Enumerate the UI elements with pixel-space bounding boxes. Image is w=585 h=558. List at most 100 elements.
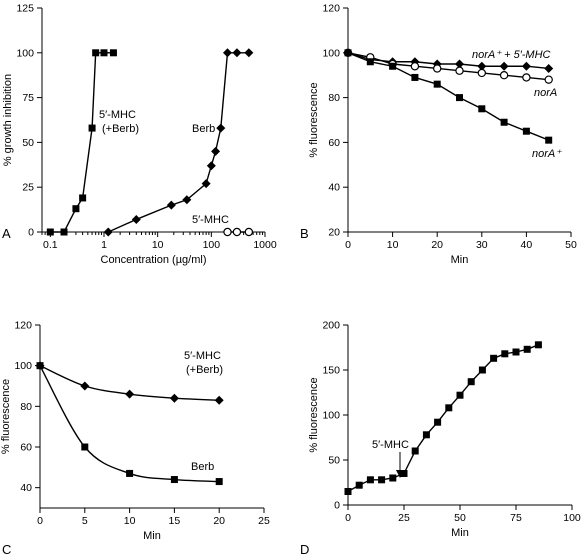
series-square [46,49,117,236]
y-tick-label: 100 [322,47,340,59]
x-tick-label: 100 [563,512,581,524]
x-tick-label: 30 [476,239,488,251]
series-square [344,49,553,144]
square-marker [36,362,44,370]
series-line [347,52,549,141]
y-tick-label: 20 [328,227,340,239]
square-marker [400,470,408,477]
x-axis-title: Concentration (µg/ml) [101,254,207,266]
square-marker [411,447,419,455]
diamond-marker [169,393,179,403]
x-tick-label: 100 [203,239,221,251]
x-tick-label: 1000 [253,239,277,251]
y-tick-label: 120 [322,3,340,15]
y-axis-title: % fluorescence [0,379,12,454]
legend-label-nora: norA [534,87,557,99]
square-marker [215,478,223,486]
open-circle-marker [244,227,254,237]
panel-letter-d: D [300,542,309,557]
y-tick-label: 120 [14,320,32,332]
square-marker [100,49,108,57]
y-tick-label: 75 [22,92,34,104]
y-tick-label: 0 [28,227,34,239]
square-marker [72,205,80,213]
panel-d: D 5′-MHC 0 25 50 75 100 0 50 100 150 200 Min % fluo… [300,320,581,558]
x-tick-label: 20 [431,239,443,251]
x-tick-label: 20 [213,515,225,527]
open-circle-marker [223,227,232,237]
y-tick-label: 25 [22,182,34,194]
x-tick-label: 0 [345,239,351,251]
square-marker [490,354,498,362]
legend-label-nora-plus: norA⁺ [532,148,562,160]
diamond-marker [206,161,216,171]
y-tick-label: 200 [322,320,340,332]
x-tick-label: 25 [398,512,410,524]
square-marker [478,366,486,374]
square-marker [512,348,520,356]
open-circle-marker [477,68,486,78]
annotation-5mhc-berb-line1: 5′-MHC [184,350,221,362]
panel-c: C 5′-MHC (+Berb) Berb 0 5 10 15 20 25 40 60 80 10… [0,320,270,558]
y-axis-title: % fluorescence [308,377,320,452]
y-tick-label: 80 [328,92,340,104]
diamond-marker [214,395,224,405]
square-marker [170,476,178,484]
x-tick-label: 40 [521,239,533,251]
diamond-marker [499,61,509,71]
y-tick-label: 50 [22,137,34,149]
square-marker [92,49,100,57]
diamond-marker [521,61,531,71]
open-circle-marker [499,70,509,80]
open-circle-marker [544,75,553,84]
diamond-marker [182,195,192,205]
annotation-5mhc-berb-line2: (+Berb) [102,123,139,135]
square-marker [433,80,441,88]
square-marker [126,469,134,477]
diamond-marker [216,123,226,133]
y-tick-label: 60 [20,442,32,454]
x-tick-label: 10 [152,239,164,251]
y-tick-label: 100 [16,47,34,59]
square-marker [534,341,542,349]
x-tick-label: 10 [124,515,136,527]
y-axis-title: % fluorescence [308,82,320,157]
y-tick-label: 50 [328,455,340,467]
diamond-marker [201,179,211,189]
open-circle-marker [522,73,531,82]
x-tick-label: 50 [454,512,466,524]
x-tick-label: 1 [101,239,107,251]
square-marker [456,94,463,102]
square-marker [411,73,419,81]
diamond-marker [166,200,176,210]
square-marker [422,431,430,439]
square-marker [109,49,117,57]
panel-b: B norA⁺ + 5′-MHC norA norA⁺ 0 10 20 30 40 50 2… [300,3,577,267]
series-diamond [103,48,254,237]
diamond-marker [232,48,242,58]
open-circle-marker [455,66,464,75]
square-marker [60,228,68,236]
square-marker [366,58,374,66]
y-tick-label: 60 [328,137,340,149]
y-tick-label: 100 [322,410,340,422]
x-axis-title: Min [451,527,469,539]
annotation-5mhc-berb-line1: 5′-MHC [99,109,136,121]
open-circle-marker [433,64,442,73]
square-marker [344,49,352,57]
square-marker [456,391,464,399]
square-marker [501,350,509,358]
square-marker [523,345,531,353]
panel-a: A 5′-MHC (+Berb) Berb 5′-MHC 0.1 1 10 100 10… [2,3,277,267]
panel-letter-b: B [300,226,309,241]
diamond-marker [244,48,254,58]
open-circle-marker [410,62,420,71]
x-axis-title: Min [143,530,161,542]
square-marker [389,474,397,482]
square-marker [500,118,508,126]
y-tick-label: 40 [20,482,32,494]
square-marker [355,481,363,489]
annotation-berb: Berb [192,123,215,135]
x-axis-title: Min [451,254,469,266]
